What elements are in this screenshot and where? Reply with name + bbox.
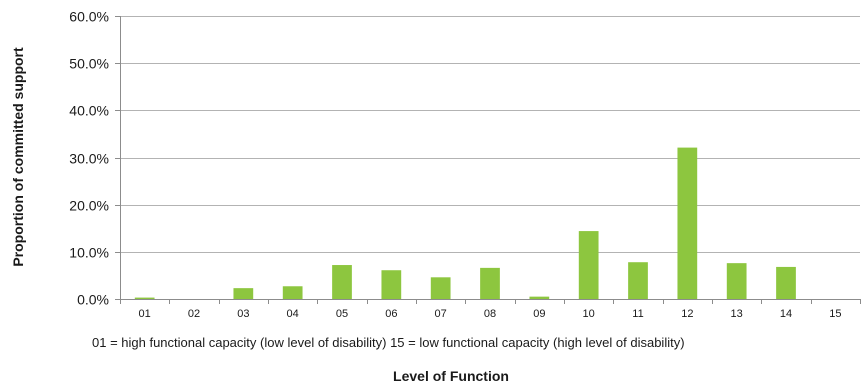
x-tick-label: 12 xyxy=(681,308,693,320)
bar-10 xyxy=(578,231,599,299)
bar-06 xyxy=(381,270,402,299)
x-axis-title: Level of Function xyxy=(393,368,509,384)
y-tick-label: 30.0% xyxy=(69,151,109,167)
x-tick-label: 05 xyxy=(336,308,348,320)
bars xyxy=(134,147,796,299)
y-tick-label: 60.0% xyxy=(69,9,109,25)
bar-12 xyxy=(677,147,698,299)
bar-07 xyxy=(430,277,451,299)
bar-14 xyxy=(776,266,796,299)
bar-03 xyxy=(233,288,254,299)
y-tick-label: 40.0% xyxy=(69,103,109,119)
bar-08 xyxy=(480,267,500,299)
gridlines xyxy=(120,16,860,253)
y-tick-label: 50.0% xyxy=(69,56,109,72)
scale-note: 01 = high functional capacity (low level… xyxy=(92,335,685,350)
x-tick-label: 13 xyxy=(731,308,743,320)
bar-09 xyxy=(529,296,550,299)
y-tick-label: 10.0% xyxy=(69,245,109,261)
bar-11 xyxy=(628,262,648,299)
bar-05 xyxy=(332,265,352,299)
y-tick-labels: 0.0% 10.0% 20.0% 30.0% 40.0% 50.0% 60.0% xyxy=(69,9,109,308)
axes xyxy=(115,16,861,304)
x-tick-label: 06 xyxy=(385,308,397,320)
y-axis-title: Proportion of committed support xyxy=(10,47,26,267)
x-tick-label: 07 xyxy=(435,308,447,320)
x-tick-label: 03 xyxy=(237,308,249,320)
x-tick-labels: 01 02 03 04 05 06 07 08 09 10 11 12 13 14 15 xyxy=(139,308,842,320)
x-tick-label: 02 xyxy=(188,308,200,320)
y-tick-label: 0.0% xyxy=(77,292,109,308)
x-tick-label: 09 xyxy=(533,308,545,320)
bar-01 xyxy=(134,297,155,299)
x-tick-label: 10 xyxy=(583,308,595,320)
x-tick-label: 08 xyxy=(484,308,496,320)
y-tick-label: 20.0% xyxy=(69,198,109,214)
x-tick-label: 04 xyxy=(287,308,299,320)
bar-13 xyxy=(726,263,747,299)
x-tick-label: 15 xyxy=(829,308,841,320)
x-tick-label: 11 xyxy=(632,308,643,320)
bar-04 xyxy=(282,286,303,299)
x-tick-label: 01 xyxy=(139,308,151,320)
x-tick-label: 14 xyxy=(780,308,792,320)
